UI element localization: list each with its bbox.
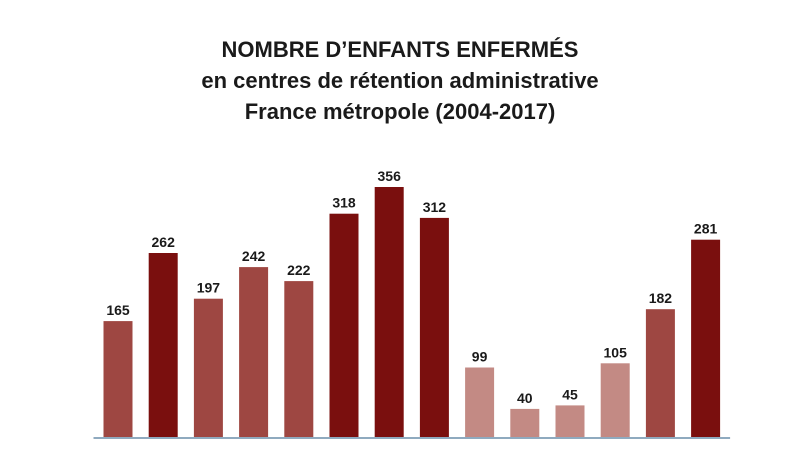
value-label-2010: 356 bbox=[378, 168, 402, 184]
bar-2013 bbox=[510, 408, 540, 437]
bar-2010 bbox=[374, 187, 404, 437]
bar-2007 bbox=[239, 267, 269, 437]
bar-2004 bbox=[103, 321, 133, 437]
bar-2008 bbox=[284, 281, 314, 437]
value-label-2016: 182 bbox=[649, 290, 673, 306]
bar-2006 bbox=[193, 298, 223, 437]
bar-2016 bbox=[645, 309, 675, 437]
value-label-2013: 40 bbox=[517, 390, 533, 406]
bar-2015 bbox=[600, 363, 630, 437]
value-label-2006: 197 bbox=[197, 280, 221, 296]
bar-2005 bbox=[148, 253, 178, 437]
chart-title-line-2: en centres de rétention administrative bbox=[201, 68, 599, 93]
value-label-2008: 222 bbox=[287, 262, 311, 278]
value-label-2004: 165 bbox=[106, 302, 130, 318]
chart-title-line-1: NOMBRE D’ENFANTS ENFERMÉS bbox=[221, 37, 579, 62]
value-labels-group: 165 262 197 242 222 318 356 312 99 40 45 105 182 281 bbox=[106, 168, 717, 406]
value-label-2007: 242 bbox=[242, 248, 266, 264]
value-label-2015: 105 bbox=[604, 344, 628, 360]
chart-title: NOMBRE D’ENFANTS ENFERMÉS en centres de … bbox=[0, 34, 800, 127]
value-label-2012: 99 bbox=[472, 349, 488, 365]
value-label-2005: 262 bbox=[152, 234, 176, 250]
bar-2012 bbox=[465, 367, 495, 437]
bars-group bbox=[103, 187, 721, 437]
bar-2009 bbox=[329, 213, 359, 437]
bar-2017 bbox=[691, 239, 721, 437]
bar-2014 bbox=[555, 405, 585, 437]
bar-2011 bbox=[419, 217, 449, 437]
value-label-2017: 281 bbox=[694, 221, 718, 237]
chart-title-line-3: France métropole (2004-2017) bbox=[244, 99, 556, 124]
value-label-2011: 312 bbox=[423, 199, 447, 215]
value-label-2014: 45 bbox=[562, 386, 578, 402]
value-label-2009: 318 bbox=[332, 195, 356, 211]
